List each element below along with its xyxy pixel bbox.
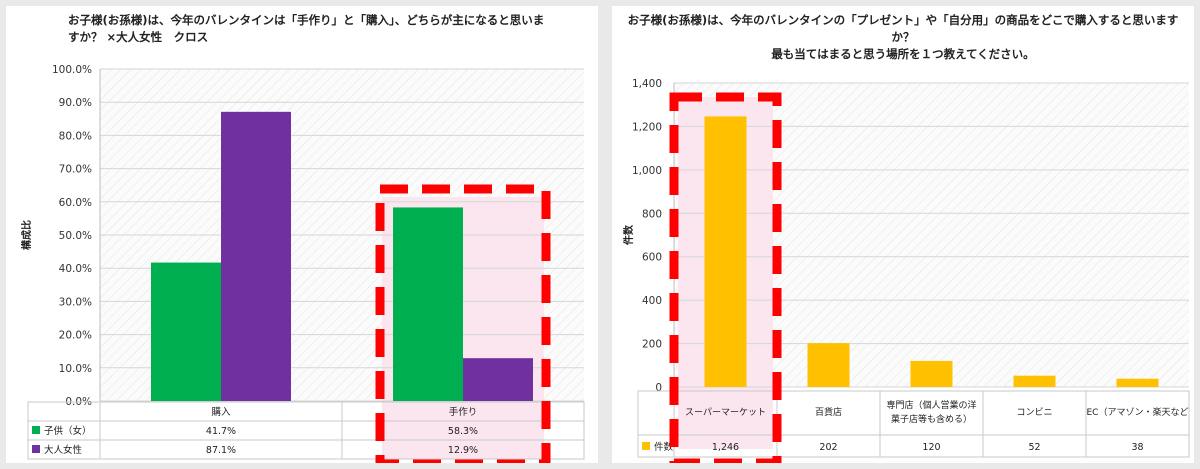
legend-label: 大人女性 xyxy=(44,444,83,456)
y-tick-label: 800 xyxy=(642,208,662,220)
y-tick-label: 0 xyxy=(655,382,662,394)
y-tick-label: 70.0% xyxy=(59,164,92,176)
legend-label: 件数 xyxy=(654,441,674,453)
y-tick-label: 20.0% xyxy=(59,330,92,342)
highlight-box xyxy=(669,92,782,463)
x-tick-label: 菓子店等も含める） xyxy=(891,413,972,425)
bar xyxy=(151,262,221,401)
highlight-box xyxy=(375,184,551,463)
x-tick-label: 百貨店 xyxy=(815,406,842,418)
x-tick-label: 手作り xyxy=(449,406,478,418)
chart-title-right: お子様(お孫様)は、今年のバレンタインの「プレゼント」や「自分用」の商品をどこで… xyxy=(620,12,1186,63)
x-tick-label: コンビニ xyxy=(1016,407,1052,418)
chart-right: 02004006008001,0001,2001,400件数スーパーマーケット1… xyxy=(622,78,1190,463)
y-axis-label: 件数 xyxy=(622,224,635,245)
x-tick-label: 購入 xyxy=(211,406,231,418)
y-tick-label: 600 xyxy=(642,252,662,264)
y-axis-label: 構成比 xyxy=(20,220,33,250)
bar xyxy=(1013,375,1056,387)
bar xyxy=(1116,378,1159,387)
chart-panel-right: お子様(お孫様)は、今年のバレンタインの「プレゼント」や「自分用」の商品をどこで… xyxy=(612,6,1194,463)
data-label: 1,246 xyxy=(712,442,739,453)
y-tick-label: 100.0% xyxy=(52,64,92,76)
data-label: 41.7% xyxy=(206,426,236,437)
y-tick-label: 1,000 xyxy=(632,165,662,177)
data-label: 120 xyxy=(922,442,940,453)
chart-title-line: お子様(お孫様)は、今年のバレンタインの「プレゼント」や「自分用」の商品をどこで… xyxy=(627,13,1179,44)
legend-label: 子供（女） xyxy=(44,425,92,437)
bar xyxy=(910,360,953,387)
y-tick-label: 1,200 xyxy=(632,121,662,133)
y-tick-label: 90.0% xyxy=(59,97,92,109)
y-tick-label: 60.0% xyxy=(59,197,92,209)
data-label: 38 xyxy=(1131,442,1143,453)
y-tick-label: 80.0% xyxy=(59,130,92,142)
y-tick-label: 10.0% xyxy=(59,363,92,375)
legend-swatch xyxy=(32,426,40,434)
bar xyxy=(807,343,850,387)
x-tick-label: スーパーマーケット xyxy=(685,407,766,418)
y-tick-label: 200 xyxy=(642,339,662,351)
y-tick-label: 30.0% xyxy=(59,296,92,308)
x-tick-label: 専門店（個人営業の洋 xyxy=(886,399,976,411)
chart-title-left: お子様(お孫様)は、今年のバレンタインは「手作り」と「購入」、どちらが主になると… xyxy=(68,12,554,46)
bar xyxy=(704,116,747,387)
y-tick-label: 400 xyxy=(642,295,662,307)
data-label: 12.9% xyxy=(448,445,478,456)
y-tick-label: 1,400 xyxy=(632,78,662,90)
data-label: 202 xyxy=(819,442,837,453)
bar xyxy=(221,111,291,401)
chart-title-line: すか？ ×大人女性 クロス xyxy=(68,30,209,44)
bar xyxy=(463,358,533,401)
data-label: 52 xyxy=(1028,442,1040,453)
data-label: 87.1% xyxy=(206,445,236,456)
legend-swatch xyxy=(642,442,650,450)
y-tick-label: 40.0% xyxy=(59,263,92,275)
chart-title-line: お子様(お孫様)は、今年のバレンタインは「手作り」と「購入」、どちらが主になると… xyxy=(68,13,545,27)
y-tick-label: 50.0% xyxy=(59,230,92,242)
data-table xyxy=(27,401,585,460)
chart-left: 0.0%10.0%20.0%30.0%40.0%50.0%60.0%70.0%8… xyxy=(20,64,585,463)
data-label: 58.3% xyxy=(448,426,478,437)
legend-swatch xyxy=(32,445,40,453)
chart-title-line: 最も当てはまると思う場所を１つ教えてください。 xyxy=(771,47,1035,61)
data-table xyxy=(637,390,1190,458)
x-tick-label: EC（アマゾン・楽天など xyxy=(1087,406,1189,418)
chart-panel-left: お子様(お孫様)は、今年のバレンタインは「手作り」と「購入」、どちらが主になると… xyxy=(6,6,598,463)
bar xyxy=(393,207,463,401)
